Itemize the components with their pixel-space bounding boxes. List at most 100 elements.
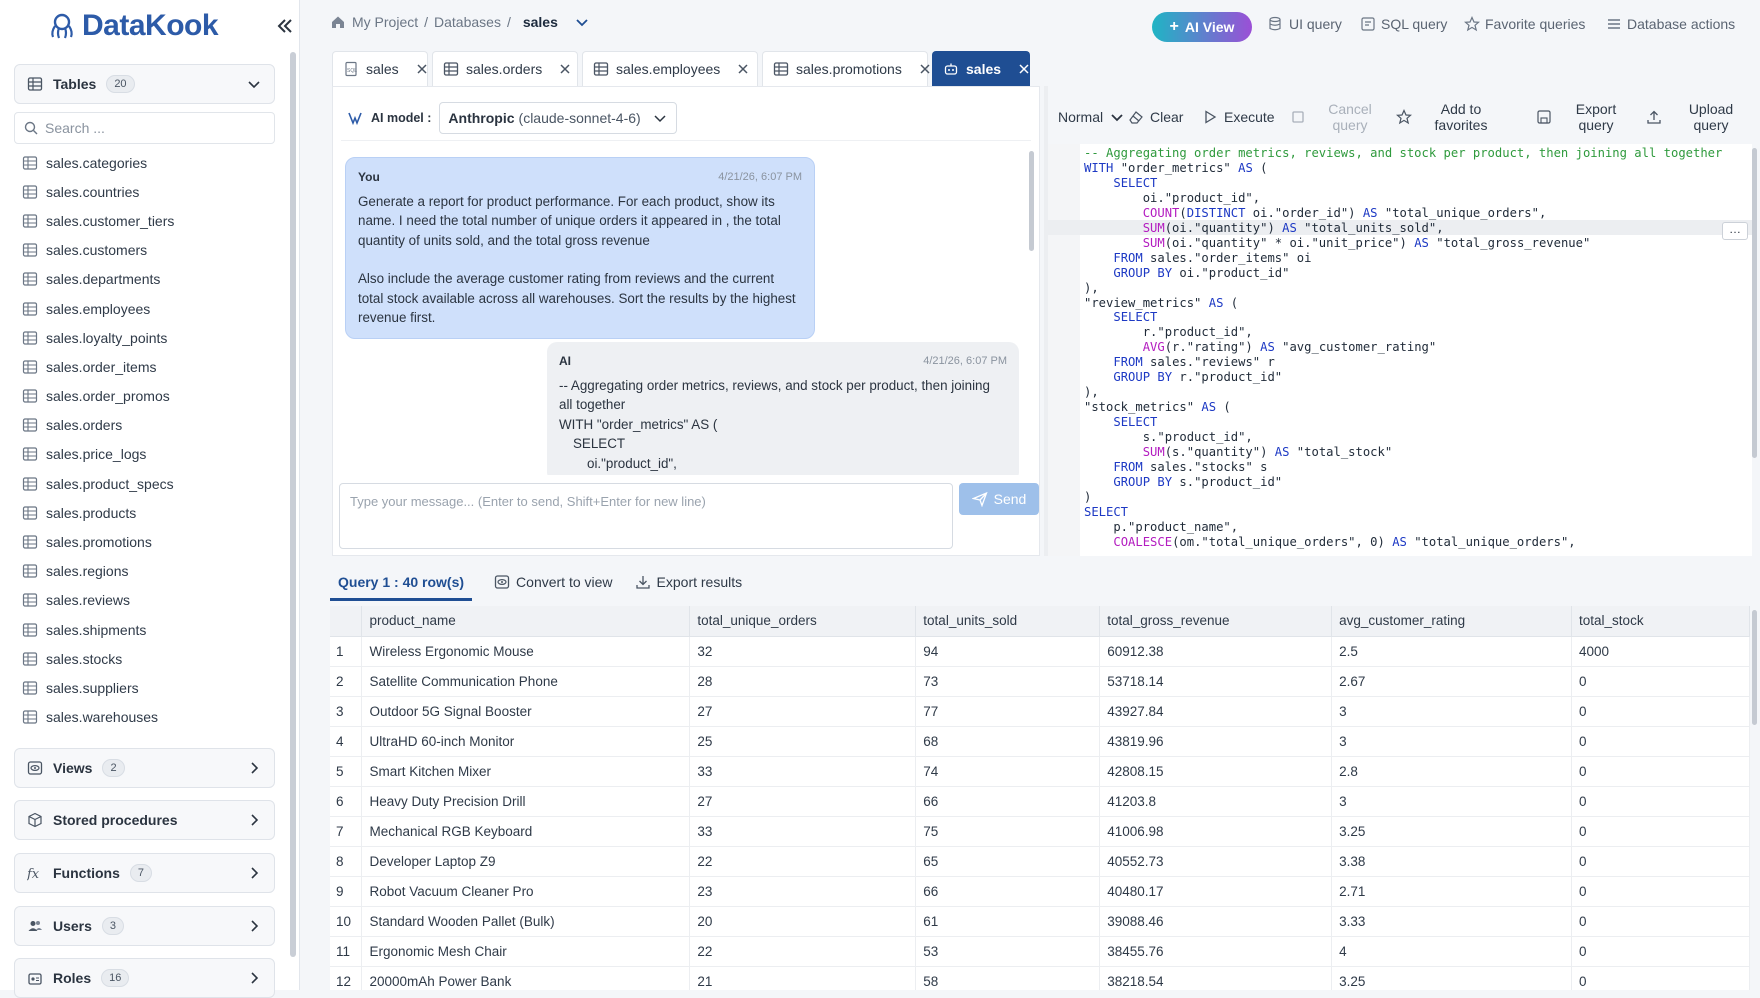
tab-sales-sql[interactable]: SQL sales: [332, 51, 428, 86]
sidebar-table-item[interactable]: sales.order_items: [22, 352, 272, 381]
table-cell[interactable]: 0: [1571, 666, 1750, 697]
table-cell[interactable]: 94: [915, 636, 1101, 667]
functions-section-header[interactable]: fx Functions 7: [14, 853, 275, 893]
table-cell[interactable]: 0: [1571, 816, 1750, 847]
table-cell[interactable]: 53: [915, 936, 1101, 967]
views-section-header[interactable]: Views 2: [14, 748, 275, 788]
table-row[interactable]: 1 Wireless Ergonomic Mouse 32 94 60912.38 2.5…: [330, 636, 1750, 667]
sidebar-table-item[interactable]: sales.shipments: [22, 615, 272, 644]
sidebar-table-item[interactable]: sales.regions: [22, 557, 272, 586]
table-row[interactable]: 7 Mechanical RGB Keyboard 33 75 41006.98 3.25…: [330, 816, 1750, 847]
sidebar-table-item[interactable]: sales.products: [22, 498, 272, 527]
table-row[interactable]: 11 Ergonomic Mesh Chair 22 53 38455.76 4 0: [330, 936, 1750, 967]
chat-messages[interactable]: You 4/21/26, 6:07 PM Generate a report fo…: [341, 147, 1031, 475]
close-icon[interactable]: [917, 61, 933, 77]
sidebar-table-item[interactable]: sales.employees: [22, 294, 272, 323]
table-cell[interactable]: 74: [915, 756, 1101, 787]
column-header[interactable]: product_name: [361, 606, 691, 637]
table-cell[interactable]: 58: [915, 966, 1101, 990]
home-icon[interactable]: [330, 14, 346, 30]
table-cell[interactable]: Ergonomic Mesh Chair: [361, 936, 691, 967]
table-cell[interactable]: 0: [1571, 786, 1750, 817]
table-cell[interactable]: 2.5: [1331, 636, 1573, 667]
table-cell[interactable]: Robot Vacuum Cleaner Pro: [361, 876, 691, 907]
sidebar-table-item[interactable]: sales.categories: [22, 148, 272, 177]
table-cell[interactable]: 65: [915, 846, 1101, 877]
chat-scrollbar[interactable]: [1029, 151, 1034, 251]
sidebar-table-item[interactable]: sales.customers: [22, 236, 272, 265]
table-cell[interactable]: 4000: [1571, 636, 1750, 667]
table-cell[interactable]: 27: [689, 696, 917, 727]
chat-input[interactable]: Type your message... (Enter to send, Shi…: [339, 483, 953, 549]
table-cell[interactable]: 41203.8: [1099, 786, 1333, 817]
more-options-icon[interactable]: …: [1722, 222, 1748, 240]
sql-code[interactable]: -- Aggregating order metrics, reviews, a…: [1084, 146, 1722, 550]
table-cell[interactable]: 33: [689, 816, 917, 847]
column-header[interactable]: total_units_sold: [915, 606, 1101, 637]
table-cell[interactable]: 2.67: [1331, 666, 1573, 697]
table-cell[interactable]: 3.33: [1331, 906, 1573, 937]
table-cell[interactable]: UltraHD 60-inch Monitor: [361, 726, 691, 757]
table-cell[interactable]: 2.71: [1331, 876, 1573, 907]
execute-button[interactable]: Execute: [1202, 90, 1275, 144]
breadcrumb-project[interactable]: My Project: [352, 14, 419, 30]
sidebar-table-item[interactable]: sales.customer_tiers: [22, 206, 272, 235]
close-icon[interactable]: [414, 61, 430, 77]
table-cell[interactable]: 0: [1571, 696, 1750, 727]
table-cell[interactable]: 3: [1331, 696, 1573, 727]
stored-procedures-section-header[interactable]: Stored procedures: [14, 800, 275, 840]
table-cell[interactable]: 3.25: [1331, 816, 1573, 847]
table-cell[interactable]: 25: [689, 726, 917, 757]
sidebar-scrollbar[interactable]: [290, 52, 296, 957]
chevron-down-icon[interactable]: [574, 14, 590, 30]
clear-button[interactable]: Clear: [1128, 90, 1183, 144]
table-cell[interactable]: 61: [915, 906, 1101, 937]
table-cell[interactable]: 33: [689, 756, 917, 787]
column-header[interactable]: total_gross_revenue: [1099, 606, 1333, 637]
table-cell[interactable]: 68: [915, 726, 1101, 757]
table-row[interactable]: 6 Heavy Duty Precision Drill 27 66 41203.8 3 0: [330, 786, 1750, 817]
sidebar-table-item[interactable]: sales.reviews: [22, 586, 272, 615]
table-cell[interactable]: 0: [1571, 936, 1750, 967]
users-section-header[interactable]: Users 3: [14, 906, 275, 946]
mode-select[interactable]: Normal: [1058, 90, 1125, 144]
sql-query-link[interactable]: SQL query: [1360, 16, 1447, 32]
roles-section-header[interactable]: Roles 16: [14, 958, 275, 998]
table-cell[interactable]: 2.8: [1331, 756, 1573, 787]
table-cell[interactable]: 3: [1331, 786, 1573, 817]
table-cell[interactable]: 22: [689, 936, 917, 967]
table-cell[interactable]: Outdoor 5G Signal Booster: [361, 696, 691, 727]
table-cell[interactable]: 0: [1571, 726, 1750, 757]
ai-view-button[interactable]: + AI View: [1152, 12, 1252, 42]
tab-sales-employees[interactable]: sales.employees: [582, 51, 758, 86]
close-icon[interactable]: [557, 61, 573, 77]
table-cell[interactable]: 43819.96: [1099, 726, 1333, 757]
results-title[interactable]: Query 1 : 40 row(s): [330, 564, 473, 601]
sidebar-table-item[interactable]: sales.order_promos: [22, 382, 272, 411]
sidebar-table-item[interactable]: sales.stocks: [22, 644, 272, 673]
sidebar-table-item[interactable]: sales.orders: [22, 411, 272, 440]
upload-query-button[interactable]: Upload query: [1646, 90, 1746, 144]
table-cell[interactable]: 38218.54: [1099, 966, 1333, 990]
collapse-sidebar-icon[interactable]: [272, 14, 296, 38]
column-header[interactable]: avg_customer_rating: [1331, 606, 1573, 637]
logo[interactable]: DataKook: [48, 6, 219, 46]
export-results-button[interactable]: Export results: [635, 574, 742, 590]
table-cell[interactable]: 77: [915, 696, 1101, 727]
table-cell[interactable]: 27: [689, 786, 917, 817]
table-cell[interactable]: 28: [689, 666, 917, 697]
table-cell[interactable]: 20: [689, 906, 917, 937]
ui-query-link[interactable]: UI query: [1268, 16, 1342, 32]
table-cell[interactable]: 75: [915, 816, 1101, 847]
convert-to-view-button[interactable]: Convert to view: [494, 574, 613, 590]
table-cell[interactable]: 22: [689, 846, 917, 877]
table-cell[interactable]: Wireless Ergonomic Mouse: [361, 636, 691, 667]
close-icon[interactable]: [735, 61, 751, 77]
table-cell[interactable]: Developer Laptop Z9: [361, 846, 691, 877]
close-icon[interactable]: [1016, 61, 1032, 77]
table-cell[interactable]: 4: [1331, 936, 1573, 967]
table-row[interactable]: 12 20000mAh Power Bank 21 58 38218.54 3.25 0: [330, 966, 1750, 990]
favorite-queries-link[interactable]: Favorite queries: [1464, 16, 1585, 32]
database-actions-link[interactable]: Database actions: [1606, 16, 1735, 32]
table-cell[interactable]: 60912.38: [1099, 636, 1333, 667]
